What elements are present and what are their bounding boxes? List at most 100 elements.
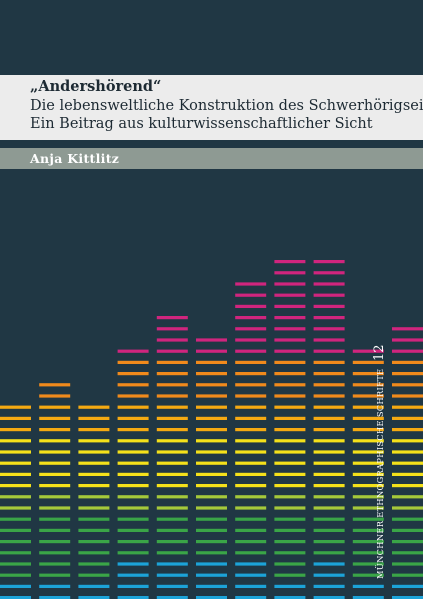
- equalizer-bar: [313, 372, 345, 376]
- equalizer-bar: [313, 517, 345, 521]
- equalizer-bar: [0, 405, 31, 409]
- equalizer-bar: [313, 584, 345, 588]
- equalizer-bar: [39, 596, 71, 599]
- equalizer-bar: [352, 394, 384, 398]
- equalizer-bar: [392, 416, 423, 420]
- equalizer-bar: [156, 596, 188, 599]
- equalizer-bar: [0, 596, 31, 599]
- equalizer-bar: [196, 506, 227, 510]
- equalizer-bar: [235, 360, 267, 364]
- equalizer-bar: [274, 304, 306, 308]
- equalizer-bar: [274, 405, 306, 409]
- equalizer-bar: [0, 472, 31, 476]
- equalizer-bar: [392, 327, 423, 331]
- equalizer-bar: [274, 360, 306, 364]
- equalizer-bar: [274, 271, 306, 275]
- equalizer-bar: [392, 484, 423, 488]
- equalizer-bar: [313, 506, 345, 510]
- equalizer-bar: [313, 349, 345, 353]
- equalizer-bar: [117, 472, 149, 476]
- book-subtitle-line-2: Ein Beitrag aus kulturwissenschaftlicher…: [30, 116, 373, 132]
- equalizer-bar: [274, 450, 306, 454]
- equalizer-bar: [39, 383, 71, 387]
- equalizer-bar: [313, 383, 345, 387]
- equalizer-bar: [274, 472, 306, 476]
- equalizer-bar: [39, 528, 71, 532]
- equalizer-bar: [352, 573, 384, 577]
- equalizer-bar: [235, 394, 267, 398]
- equalizer-bar: [274, 484, 306, 488]
- equalizer-bar: [78, 461, 110, 465]
- equalizer-bar: [274, 383, 306, 387]
- equalizer-bar: [235, 484, 267, 488]
- equalizer-bar: [117, 360, 149, 364]
- equalizer-bar: [78, 584, 110, 588]
- equalizer-bar: [352, 596, 384, 599]
- equalizer-bar: [313, 282, 345, 286]
- equalizer-bar: [274, 327, 306, 331]
- equalizer-bar: [39, 506, 71, 510]
- equalizer-bar: [274, 573, 306, 577]
- equalizer-bar: [39, 416, 71, 420]
- equalizer-bar: [39, 472, 71, 476]
- equalizer-bar: [156, 562, 188, 566]
- equalizer-bar: [156, 327, 188, 331]
- equalizer-bar: [235, 495, 267, 499]
- equalizer-bar: [156, 450, 188, 454]
- equalizer-bar: [313, 551, 345, 555]
- equalizer-bar: [235, 450, 267, 454]
- equalizer-bar: [274, 293, 306, 297]
- equalizer-bar: [235, 428, 267, 432]
- equalizer-bar: [392, 394, 423, 398]
- equalizer-bar: [352, 439, 384, 443]
- equalizer-bar: [0, 450, 31, 454]
- equalizer-bar: [117, 528, 149, 532]
- equalizer-bar: [274, 428, 306, 432]
- equalizer-bar: [0, 573, 31, 577]
- equalizer-bar: [117, 596, 149, 599]
- equalizer-bar: [313, 484, 345, 488]
- equalizer-bar: [392, 517, 423, 521]
- equalizer-bar: [392, 349, 423, 353]
- equalizer-bar: [313, 271, 345, 275]
- equalizer-bar: [196, 349, 227, 353]
- equalizer-bar: [196, 360, 227, 364]
- equalizer-bar: [274, 551, 306, 555]
- equalizer-bar: [156, 584, 188, 588]
- equalizer-bar: [0, 461, 31, 465]
- equalizer-bar: [156, 495, 188, 499]
- equalizer-bar: [352, 405, 384, 409]
- equalizer-bar: [196, 528, 227, 532]
- equalizer-bar: [78, 562, 110, 566]
- equalizer-bar: [274, 338, 306, 342]
- equalizer-bar: [352, 551, 384, 555]
- equalizer-bar: [235, 506, 267, 510]
- equalizer-bar: [274, 506, 306, 510]
- equalizer-bar: [78, 540, 110, 544]
- equalizer-bar: [78, 517, 110, 521]
- equalizer-bar: [0, 562, 31, 566]
- equalizer-bar: [313, 495, 345, 499]
- equalizer-bar: [235, 517, 267, 521]
- equalizer-bar: [235, 461, 267, 465]
- equalizer-bar: [352, 495, 384, 499]
- equalizer-bar: [196, 584, 227, 588]
- equalizer-bar: [352, 528, 384, 532]
- equalizer-bar: [235, 551, 267, 555]
- equalizer-bar: [274, 439, 306, 443]
- equalizer-bar: [117, 562, 149, 566]
- equalizer-bar: [39, 450, 71, 454]
- equalizer-bar: [352, 360, 384, 364]
- equalizer-bar: [313, 327, 345, 331]
- equalizer-bar: [156, 517, 188, 521]
- equalizer-bar: [274, 461, 306, 465]
- equalizer-bar: [274, 517, 306, 521]
- equalizer-bar: [78, 405, 110, 409]
- equalizer-bar: [78, 439, 110, 443]
- equalizer-bar: [313, 360, 345, 364]
- equalizer-bar: [392, 506, 423, 510]
- equalizer-bar: [313, 416, 345, 420]
- equalizer-bar: [274, 316, 306, 320]
- equalizer-bar: [352, 416, 384, 420]
